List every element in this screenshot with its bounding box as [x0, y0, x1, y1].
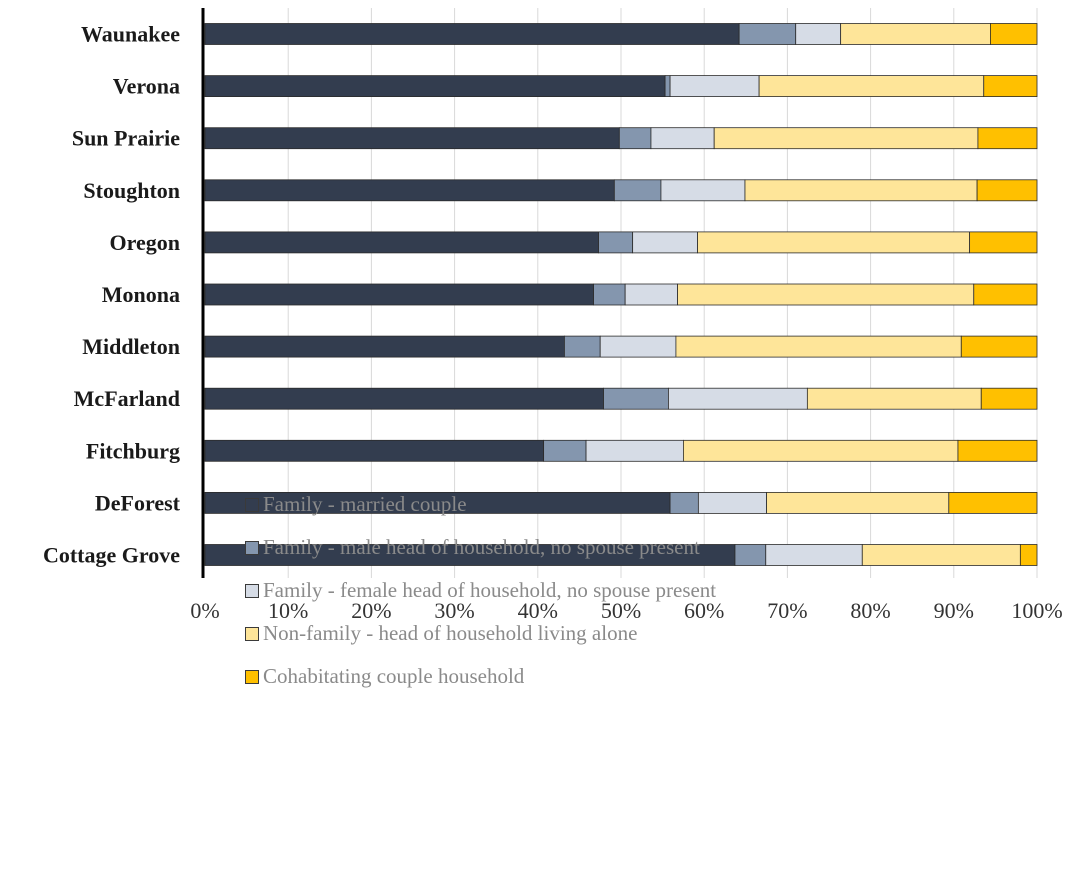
bar-segment: [983, 75, 1038, 97]
bar-segment: [957, 439, 1038, 462]
bar-segment: [585, 439, 684, 462]
bar-segment: [204, 23, 740, 45]
bar-segment: [669, 75, 760, 97]
bar-segment: [840, 23, 991, 45]
stacked-bar-chart: Waunakee Verona Sun Prairie Stoughton Oregon…: [43, 8, 1063, 623]
bar-segment: [861, 544, 1021, 566]
x-tick-label: 30%: [434, 598, 474, 623]
bar-segment: [973, 283, 1038, 306]
x-tick-label: 20%: [351, 598, 391, 623]
bar-segment: [683, 439, 959, 462]
bar-segment: [980, 387, 1038, 410]
bar-segment: [977, 127, 1038, 150]
category-label: Cottage Grove: [43, 543, 180, 568]
legend-swatch: [245, 583, 259, 598]
bar-segment: [738, 23, 797, 45]
x-tick-label: 90%: [934, 598, 974, 623]
bar-segment: [564, 335, 601, 358]
legend-item: Family - male head of household, no spou…: [245, 526, 716, 569]
x-tick-label: 100%: [1011, 598, 1062, 623]
category-label: McFarland: [74, 386, 180, 411]
bar-segment: [593, 283, 626, 306]
x-tick-label: 80%: [850, 598, 890, 623]
legend-swatch: [245, 497, 259, 512]
bar-segment: [675, 335, 962, 358]
bar-segment: [632, 231, 698, 254]
x-tick-label: 10%: [268, 598, 308, 623]
bar-segment: [734, 544, 767, 566]
legend-swatch: [245, 540, 259, 555]
category-label: Stoughton: [83, 178, 180, 203]
bar-segment: [960, 335, 1038, 358]
bar-segment: [976, 179, 1038, 202]
bar-segment: [806, 387, 982, 410]
legend-item: Cohabitating couple household: [245, 655, 716, 698]
bar-segment: [765, 544, 863, 566]
x-tick-label: 40%: [518, 598, 558, 623]
legend-swatch: [245, 626, 259, 641]
legend-label: Non-family - head of household living al…: [263, 621, 638, 645]
legend-item: Family - married couple: [245, 483, 716, 526]
legend-label: Family - male head of household, no spou…: [263, 535, 700, 559]
legend-swatch: [245, 669, 259, 684]
bar-segment: [204, 387, 604, 410]
bar-segment: [204, 127, 620, 150]
bar-layer: [204, 23, 1038, 566]
bar-segment: [1019, 544, 1038, 566]
bar-segment: [204, 335, 565, 358]
x-tick-label: 0%: [190, 598, 219, 623]
category-label: Fitchburg: [86, 438, 180, 463]
bar-segment: [697, 231, 971, 254]
bar-segment: [624, 283, 678, 306]
bar-segment: [204, 231, 599, 254]
bar-segment: [603, 387, 669, 410]
legend-label: Cohabitating couple household: [263, 664, 525, 688]
bar-segment: [598, 231, 634, 254]
bar-segment: [948, 491, 1038, 514]
bar-segment: [758, 75, 985, 97]
bar-segment: [660, 179, 746, 202]
bar-segment: [766, 491, 950, 514]
category-label: Oregon: [110, 230, 180, 255]
x-tick-labels: 0% 10% 20% 30% 40% 50% 60% 70% 80% 90% 100%: [190, 598, 1062, 623]
bar-segment: [599, 335, 677, 358]
bar-segment: [204, 75, 666, 97]
bar-segment: [204, 283, 594, 306]
legend-label: Family - female head of household, no sp…: [263, 578, 717, 602]
x-tick-label: 70%: [767, 598, 807, 623]
x-tick-label: 50%: [601, 598, 641, 623]
category-label: DeForest: [95, 490, 181, 515]
x-tick-label: 60%: [684, 598, 724, 623]
category-label: Waunakee: [81, 22, 180, 47]
category-label: Middleton: [82, 334, 180, 359]
bar-segment: [969, 231, 1038, 254]
category-label: Verona: [113, 74, 180, 99]
bar-segment: [744, 179, 978, 202]
category-labels: Waunakee Verona Sun Prairie Stoughton Oregon…: [43, 22, 181, 568]
bar-segment: [204, 439, 545, 462]
bar-segment: [795, 23, 842, 45]
legend: Family - married couple Family - male hea…: [245, 483, 716, 698]
legend-item: Family - female head of household, no sp…: [245, 569, 716, 612]
bar-segment: [713, 127, 979, 150]
legend-item: Non-family - head of household living al…: [245, 612, 716, 655]
bar-segment: [613, 179, 662, 202]
bar-segment: [650, 127, 715, 150]
category-label: Sun Prairie: [72, 126, 180, 151]
category-label: Monona: [102, 282, 180, 307]
bar-segment: [990, 23, 1038, 45]
bar-segment: [543, 439, 587, 462]
bar-segment: [668, 387, 808, 410]
bar-segment: [618, 127, 652, 150]
bar-segment: [677, 283, 975, 306]
legend-label: Family - married couple: [263, 492, 467, 516]
bar-segment: [664, 75, 671, 97]
bar-segment: [204, 179, 615, 202]
